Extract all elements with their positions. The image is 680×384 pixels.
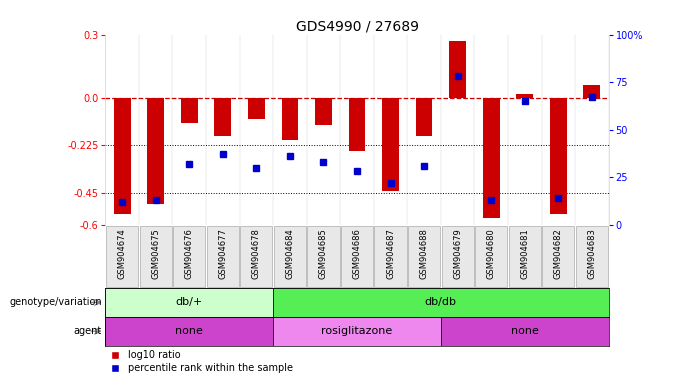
Bar: [214, 98, 231, 136]
Text: GSM904674: GSM904674: [118, 228, 126, 278]
FancyBboxPatch shape: [509, 226, 541, 287]
FancyBboxPatch shape: [475, 226, 507, 287]
Bar: [181, 98, 198, 123]
Bar: [415, 98, 432, 136]
FancyBboxPatch shape: [240, 226, 273, 287]
Text: GSM904675: GSM904675: [151, 228, 160, 278]
Bar: [449, 41, 466, 98]
Text: rosiglitazone: rosiglitazone: [322, 326, 392, 336]
Bar: [382, 98, 399, 191]
Bar: [105, 288, 273, 317]
FancyBboxPatch shape: [375, 226, 407, 287]
Text: agent: agent: [73, 326, 102, 336]
Text: GSM904676: GSM904676: [185, 228, 194, 279]
Text: GSM904684: GSM904684: [286, 228, 294, 278]
FancyBboxPatch shape: [576, 226, 608, 287]
Bar: [349, 98, 365, 151]
FancyBboxPatch shape: [408, 226, 440, 287]
FancyBboxPatch shape: [341, 226, 373, 287]
Text: GSM904680: GSM904680: [487, 228, 496, 278]
Text: GSM904678: GSM904678: [252, 228, 261, 279]
Text: genotype/variation: genotype/variation: [10, 297, 102, 308]
Text: none: none: [511, 326, 539, 336]
Text: GSM904677: GSM904677: [218, 228, 227, 279]
FancyBboxPatch shape: [307, 226, 339, 287]
Text: GSM904686: GSM904686: [352, 228, 362, 279]
Text: GSM904682: GSM904682: [554, 228, 563, 278]
Text: none: none: [175, 326, 203, 336]
Text: GSM904685: GSM904685: [319, 228, 328, 278]
Text: db/+: db/+: [175, 297, 203, 308]
Bar: [282, 98, 299, 140]
Legend: log10 ratio, percentile rank within the sample: log10 ratio, percentile rank within the …: [110, 351, 293, 373]
Text: GSM904679: GSM904679: [453, 228, 462, 278]
FancyBboxPatch shape: [207, 226, 239, 287]
FancyBboxPatch shape: [139, 226, 172, 287]
Bar: [148, 98, 164, 204]
Text: db/db: db/db: [425, 297, 457, 308]
Bar: [483, 98, 500, 218]
Title: GDS4990 / 27689: GDS4990 / 27689: [296, 20, 418, 33]
Text: GSM904687: GSM904687: [386, 228, 395, 279]
Text: GSM904681: GSM904681: [520, 228, 529, 278]
FancyBboxPatch shape: [542, 226, 575, 287]
Bar: [441, 317, 609, 346]
FancyBboxPatch shape: [441, 226, 474, 287]
Text: GSM904683: GSM904683: [588, 228, 596, 279]
Bar: [550, 98, 566, 214]
Bar: [516, 94, 533, 98]
FancyBboxPatch shape: [173, 226, 205, 287]
FancyBboxPatch shape: [106, 226, 138, 287]
FancyBboxPatch shape: [274, 226, 306, 287]
Bar: [273, 288, 609, 317]
Bar: [273, 317, 441, 346]
Bar: [315, 98, 332, 126]
Bar: [114, 98, 131, 214]
Bar: [248, 98, 265, 119]
Text: GSM904688: GSM904688: [420, 228, 428, 279]
Bar: [105, 317, 273, 346]
Bar: [583, 85, 600, 98]
